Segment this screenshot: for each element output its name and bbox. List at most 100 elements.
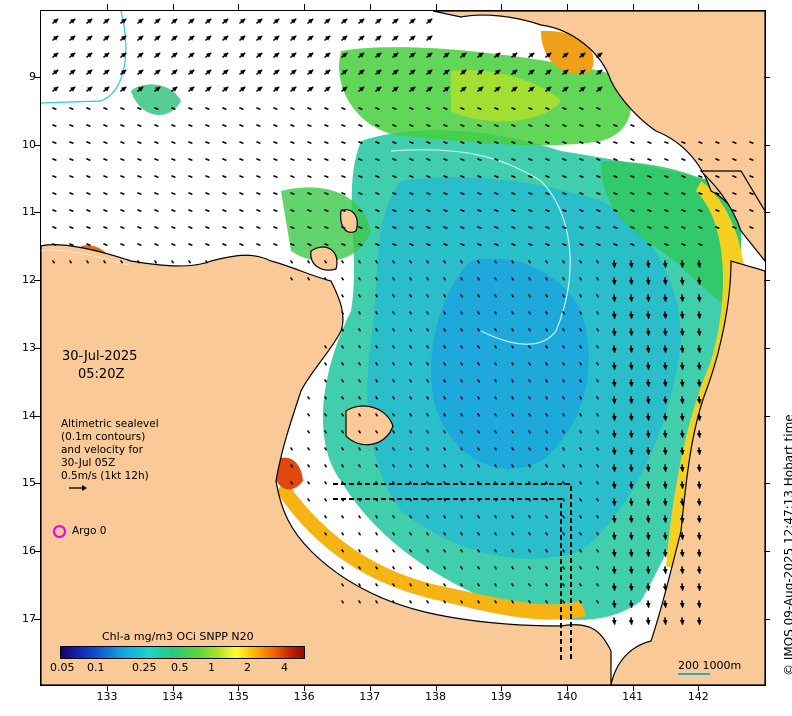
velocity-arrow	[645, 328, 651, 336]
velocity-arrow	[188, 124, 193, 127]
velocity-arrow	[409, 413, 412, 417]
velocity-arrow	[120, 158, 125, 161]
latitude-tick	[34, 77, 40, 78]
velocity-arrow	[426, 600, 429, 604]
velocity-arrow	[426, 107, 431, 110]
velocity-arrow	[715, 192, 720, 195]
velocity-arrow	[392, 209, 397, 212]
velocity-arrow	[645, 600, 651, 608]
velocity-arrow	[86, 35, 93, 41]
velocity-arrow	[630, 141, 635, 144]
velocity-arrow	[662, 345, 668, 353]
velocity-arrow	[137, 141, 142, 144]
longitude-label: 135	[227, 690, 249, 703]
velocity-arrow	[562, 86, 569, 92]
velocity-arrow	[494, 260, 497, 264]
velocity-arrow	[511, 396, 514, 400]
velocity-arrow	[579, 328, 582, 332]
velocity-arrow	[647, 209, 652, 212]
velocity-arrow	[477, 141, 482, 144]
velocity-arrow	[696, 498, 702, 506]
velocity-arrow	[69, 175, 74, 178]
velocity-arrow	[307, 226, 312, 229]
velocity-arrow	[545, 52, 552, 58]
velocity-arrow	[596, 396, 599, 400]
velocity-arrow	[528, 192, 533, 195]
velocity-arrow	[628, 532, 634, 540]
velocity-arrow	[324, 464, 327, 468]
velocity-arrow	[511, 277, 514, 281]
velocity-arrow	[205, 226, 210, 229]
velocity-arrow	[681, 158, 686, 161]
velocity-arrow	[645, 345, 651, 353]
velocity-arrow	[137, 209, 142, 212]
velocity-arrow	[375, 430, 378, 434]
velocity-arrow	[511, 600, 514, 604]
velocity-arrow	[120, 260, 123, 264]
latitude-tick	[764, 347, 770, 349]
velocity-arrow	[154, 86, 161, 92]
velocity-arrow	[528, 464, 531, 468]
velocity-arrow	[409, 35, 416, 41]
velocity-arrow	[409, 260, 412, 264]
velocity-arrow	[120, 141, 125, 144]
velocity-arrow	[511, 86, 518, 92]
velocity-arrow	[611, 294, 617, 302]
velocity-arrow	[545, 243, 550, 246]
velocity-arrow	[477, 396, 480, 400]
velocity-arrow	[613, 226, 618, 229]
velocity-arrow	[426, 141, 431, 144]
velocity-arrow	[69, 35, 76, 41]
latitude-label: 15	[22, 476, 36, 490]
velocity-arrow	[426, 481, 429, 485]
velocity-arrow	[341, 379, 344, 383]
velocity-arrow	[375, 345, 378, 349]
velocity-arrow	[341, 141, 346, 144]
velocity-arrow	[426, 515, 429, 519]
velocity-arrow	[562, 141, 567, 144]
velocity-arrow	[477, 124, 482, 127]
velocity-arrow	[562, 532, 565, 536]
velocity-arrow	[477, 549, 480, 553]
velocity-arrow	[256, 35, 263, 41]
velocity-arrow	[528, 277, 531, 281]
latitude-tick	[764, 280, 770, 282]
velocity-arrow	[375, 396, 378, 400]
longitude-label: 140	[556, 690, 578, 703]
velocity-arrow	[222, 243, 227, 246]
velocity-arrow	[239, 35, 246, 41]
velocity-arrow	[307, 124, 312, 127]
velocity-arrow	[579, 532, 582, 536]
velocity-arrow	[611, 617, 617, 625]
velocity-arrow	[341, 532, 344, 536]
velocity-arrow	[681, 243, 686, 246]
velocity-arrow	[137, 124, 142, 127]
velocity-arrow	[679, 379, 685, 387]
velocity-arrow	[613, 192, 618, 195]
colorbar	[60, 646, 305, 659]
velocity-arrow	[273, 86, 280, 92]
velocity-arrow	[392, 141, 397, 144]
velocity-arrow	[103, 243, 108, 246]
velocity-arrow	[494, 447, 497, 451]
velocity-arrow	[188, 175, 193, 178]
velocity-arrow	[86, 18, 93, 24]
velocity-arrow	[664, 141, 669, 144]
colorbar-title: Chl-a mg/m3 OCi SNPP N20	[102, 630, 254, 643]
velocity-arrow	[511, 226, 516, 229]
velocity-arrow	[222, 141, 227, 144]
velocity-arrow	[137, 243, 142, 246]
velocity-arrow	[443, 311, 446, 315]
velocity-arrow	[611, 379, 617, 387]
velocity-arrow	[460, 192, 465, 195]
velocity-arrow	[596, 277, 599, 281]
longitude-tick	[172, 685, 174, 691]
velocity-arrow	[392, 583, 395, 587]
velocity-arrow	[69, 260, 72, 264]
velocity-arrow	[69, 226, 74, 229]
velocity-arrow	[341, 549, 344, 553]
velocity-arrow	[630, 243, 635, 246]
velocity-arrow	[256, 107, 261, 110]
velocity-arrow	[341, 515, 344, 519]
velocity-arrow	[290, 277, 293, 281]
